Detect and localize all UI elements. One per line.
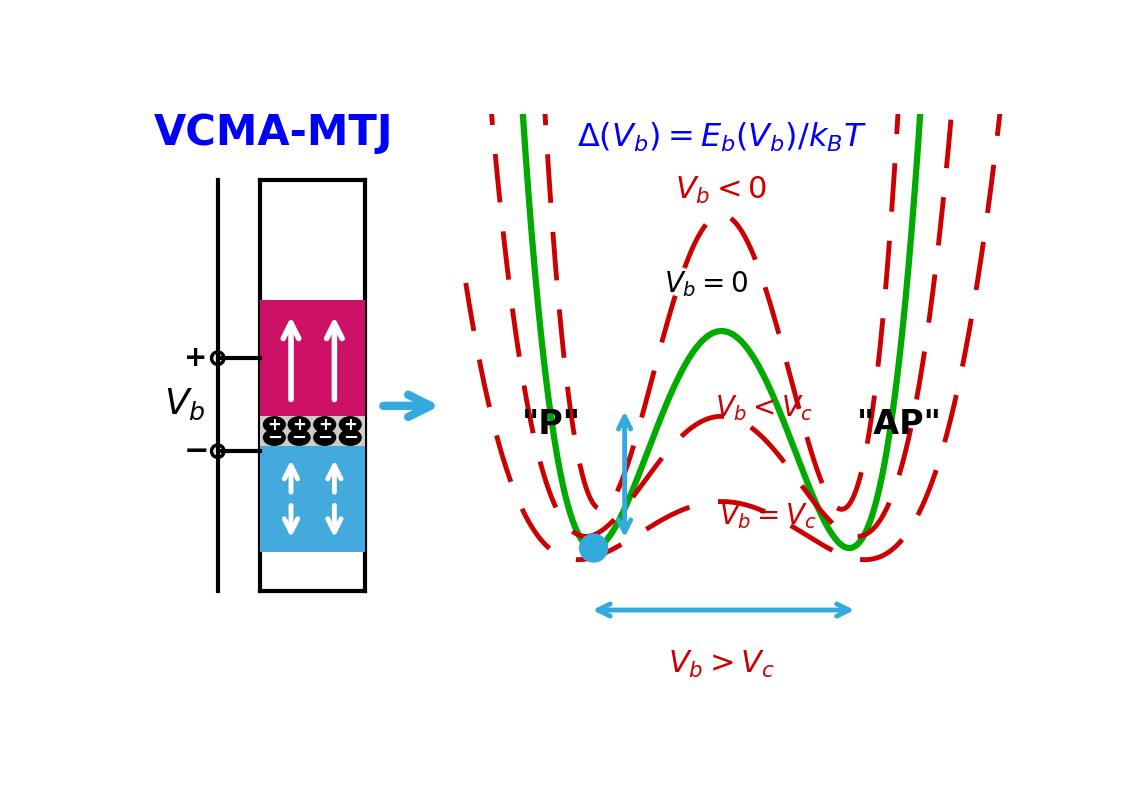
Text: $V_b>V_c$: $V_b>V_c$	[668, 649, 775, 680]
Text: +: +	[343, 416, 357, 434]
Ellipse shape	[314, 430, 335, 445]
Text: "AP": "AP"	[857, 408, 942, 441]
Text: −: −	[318, 429, 332, 447]
Bar	[260, 417, 365, 446]
Text: −: −	[183, 437, 209, 466]
Ellipse shape	[340, 417, 361, 432]
Ellipse shape	[340, 430, 361, 445]
Text: $V_b=0$: $V_b=0$	[664, 269, 748, 299]
Text: +: +	[318, 416, 332, 434]
Text: −: −	[292, 429, 306, 447]
Text: $V_b=V_c$: $V_b=V_c$	[719, 502, 817, 532]
Ellipse shape	[288, 430, 310, 445]
Ellipse shape	[264, 417, 285, 432]
Text: +: +	[292, 416, 306, 434]
Ellipse shape	[264, 430, 285, 445]
Text: +: +	[184, 344, 208, 372]
Text: $V_b<V_c$: $V_b<V_c$	[716, 393, 813, 423]
Text: $\Delta(V_b) = E_b(V_b)/k_BT$: $\Delta(V_b) = E_b(V_b)/k_BT$	[577, 121, 866, 154]
Text: $V_b<0$: $V_b<0$	[675, 175, 767, 205]
Ellipse shape	[314, 417, 335, 432]
Text: $V_b$: $V_b$	[165, 387, 206, 422]
Text: VCMA-MTJ: VCMA-MTJ	[154, 112, 394, 155]
Circle shape	[580, 534, 608, 562]
Ellipse shape	[288, 417, 310, 432]
Bar	[260, 446, 365, 552]
Bar	[260, 300, 365, 417]
Text: "P": "P"	[522, 408, 580, 441]
Text: +: +	[267, 416, 282, 434]
Text: −: −	[267, 429, 282, 447]
Text: −: −	[342, 429, 358, 447]
